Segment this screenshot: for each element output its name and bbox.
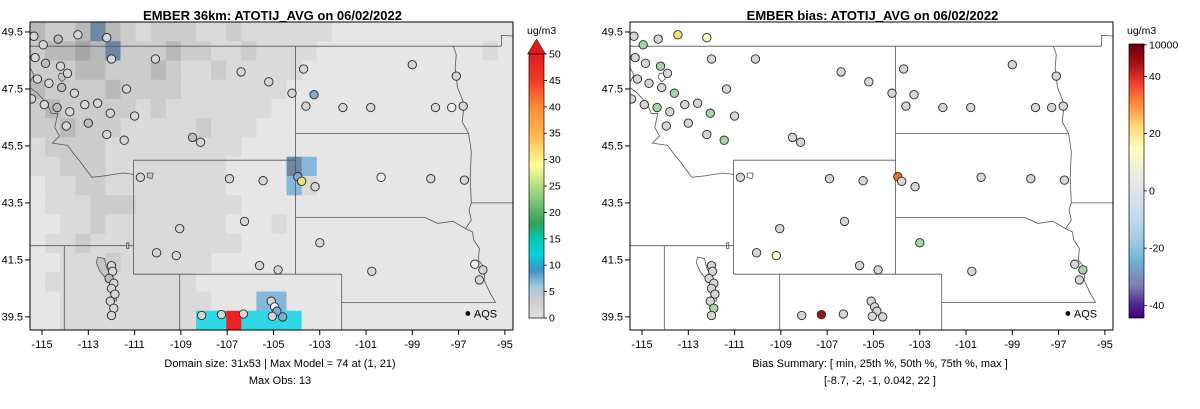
lake-outlines <box>57 72 154 302</box>
svg-text:-105: -105 <box>862 339 884 351</box>
svg-text:-109: -109 <box>170 339 192 351</box>
model-plot-area <box>30 22 513 330</box>
svg-text:35: 35 <box>549 128 561 140</box>
svg-text:40: 40 <box>549 101 561 113</box>
svg-text:-40: -40 <box>1149 300 1164 312</box>
svg-text:10: 10 <box>549 260 561 272</box>
bias-plot-area <box>630 22 1113 330</box>
svg-text:40: 40 <box>1149 71 1161 83</box>
svg-text:50: 50 <box>549 49 561 61</box>
state-borders <box>30 34 513 330</box>
svg-text:47.5: 47.5 <box>2 83 23 95</box>
svg-text:-95: -95 <box>1097 339 1113 351</box>
svg-text:5: 5 <box>549 286 555 298</box>
svg-text:-113: -113 <box>78 339 99 351</box>
svg-text:-97: -97 <box>451 339 467 351</box>
svg-text:-113: -113 <box>678 339 699 351</box>
svg-text:43.5: 43.5 <box>602 197 623 209</box>
aqs-legend: AQS <box>1065 308 1097 320</box>
svg-text:-111: -111 <box>724 339 744 351</box>
model-map-svg: -115 -113 -111 -109 -107 -105 -103 -101 -99 -97 -9… <box>2 21 561 351</box>
axes: -115 -113 -111 -109 -107 -105 -103 -101 -99 -97 -9… <box>2 26 513 351</box>
model-subtitle-maxobs: Max Obs: 13 <box>248 375 312 387</box>
svg-text:-20: -20 <box>1149 243 1164 255</box>
svg-text:41.5: 41.5 <box>602 254 623 266</box>
svg-text:45.5: 45.5 <box>602 140 623 152</box>
svg-text:-115: -115 <box>631 339 652 351</box>
svg-text:ug/m3: ug/m3 <box>527 25 556 37</box>
svg-text:AQS: AQS <box>1074 308 1097 320</box>
svg-text:-109: -109 <box>770 339 792 351</box>
svg-text:30: 30 <box>549 154 561 166</box>
svg-text:47.5: 47.5 <box>602 83 623 95</box>
obs-points-bias <box>630 30 1088 322</box>
svg-text:-103: -103 <box>309 339 331 351</box>
svg-text:49.5: 49.5 <box>602 26 623 38</box>
bias-subtitle-summary: Bias Summary: [ min, 25th %, 50th %, 75t… <box>752 358 1008 370</box>
svg-text:39.5: 39.5 <box>2 311 23 323</box>
svg-text:45: 45 <box>549 75 561 87</box>
svg-text:20: 20 <box>1149 128 1161 140</box>
svg-text:-103: -103 <box>909 339 931 351</box>
svg-text:43.5: 43.5 <box>2 197 23 209</box>
svg-text:45.5: 45.5 <box>2 140 23 152</box>
svg-text:10000: 10000 <box>1149 39 1178 51</box>
bias-subtitle-values: [-8.7, -2, -1, 0.042, 22 ] <box>824 375 936 387</box>
aqs-legend: AQS <box>465 308 497 320</box>
svg-text:15: 15 <box>549 233 561 245</box>
svg-text:-99: -99 <box>1004 339 1020 351</box>
state-borders <box>630 34 1113 330</box>
svg-text:-105: -105 <box>262 339 284 351</box>
model-raster-layer <box>30 22 513 330</box>
svg-text:-107: -107 <box>216 339 238 351</box>
bias-map-title: EMBER bias: ATOTIJ_AVG on 06/02/2022 <box>746 8 999 23</box>
bias-map-svg: -115 -113 -111 -109 -107 -105 -103 -101 -99 -97 -9… <box>602 21 1178 351</box>
svg-text:AQS: AQS <box>474 308 497 320</box>
bias-map-panel: EMBER bias: ATOTIJ_AVG on 06/02/2022 -11… <box>600 0 1200 409</box>
svg-text:20: 20 <box>549 207 561 219</box>
obs-points-model <box>30 30 488 322</box>
svg-text:-107: -107 <box>816 339 838 351</box>
axes: -115 -113 -111 -109 -107 -105 -103 -101 -99 -97 -9… <box>602 26 1113 351</box>
svg-text:ug/m3: ug/m3 <box>1127 25 1156 37</box>
svg-text:-95: -95 <box>497 339 513 351</box>
svg-text:-111: -111 <box>124 339 144 351</box>
svg-text:41.5: 41.5 <box>2 254 23 266</box>
svg-text:0: 0 <box>549 313 555 325</box>
svg-text:-99: -99 <box>404 339 420 351</box>
model-map-title: EMBER 36km: ATOTIJ_AVG on 06/02/2022 <box>143 8 402 23</box>
svg-text:25: 25 <box>549 181 561 193</box>
svg-text:39.5: 39.5 <box>602 311 623 323</box>
svg-text:49.5: 49.5 <box>2 26 23 38</box>
model-map-panel: EMBER 36km: ATOTIJ_AVG on 06/02/2022 -11… <box>2 8 561 387</box>
svg-text:-101: -101 <box>355 339 377 351</box>
svg-text:-97: -97 <box>1051 339 1067 351</box>
svg-text:0: 0 <box>1149 185 1155 197</box>
svg-text:-101: -101 <box>955 339 977 351</box>
bias-colorbar: ug/m3 10000 40 20 0 -20 -40 <box>1127 25 1178 319</box>
svg-text:-115: -115 <box>31 339 52 351</box>
model-subtitle-domain: Domain size: 31x53 | Max Model = 74 at (… <box>164 358 396 370</box>
